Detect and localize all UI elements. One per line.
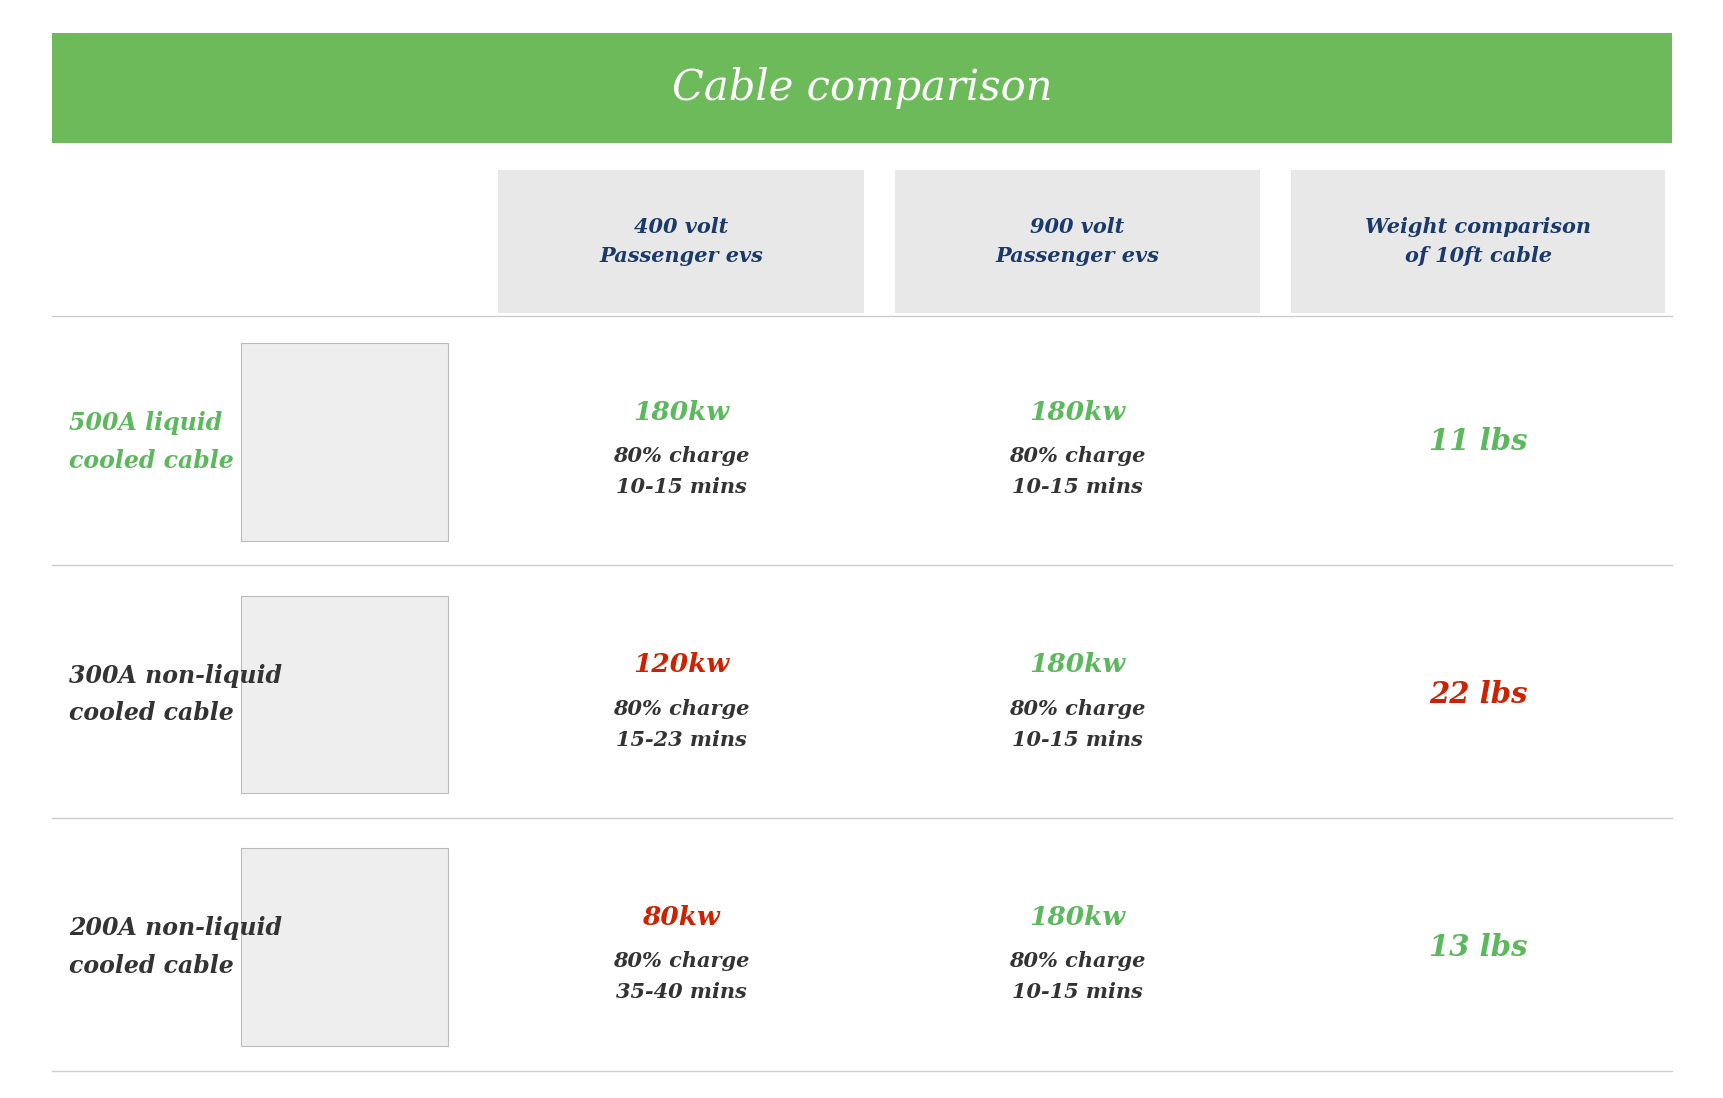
Text: 120kw: 120kw: [632, 652, 729, 677]
Text: 80% charge
10-15 mins: 80% charge 10-15 mins: [612, 446, 750, 497]
FancyBboxPatch shape: [241, 595, 448, 793]
Text: 13 lbs: 13 lbs: [1428, 932, 1527, 962]
Text: 180kw: 180kw: [1029, 905, 1125, 930]
FancyBboxPatch shape: [241, 848, 448, 1045]
Text: 400 volt
Passenger evs: 400 volt Passenger evs: [598, 216, 763, 267]
FancyBboxPatch shape: [1291, 170, 1664, 313]
FancyBboxPatch shape: [894, 170, 1260, 313]
Text: 80% charge
10-15 mins: 80% charge 10-15 mins: [1008, 698, 1146, 750]
Text: 11 lbs: 11 lbs: [1428, 427, 1527, 457]
Text: Weight comparison
of 10ft cable: Weight comparison of 10ft cable: [1365, 216, 1590, 267]
Text: 80% charge
15-23 mins: 80% charge 15-23 mins: [612, 698, 750, 750]
Text: 300A non-liquid
cooled cable: 300A non-liquid cooled cable: [69, 664, 283, 725]
Text: 900 volt
Passenger evs: 900 volt Passenger evs: [994, 216, 1160, 267]
Text: 80kw: 80kw: [641, 905, 720, 930]
Text: 500A liquid
cooled cable: 500A liquid cooled cable: [69, 412, 234, 472]
Text: Cable comparison: Cable comparison: [672, 67, 1051, 109]
Text: 180kw: 180kw: [1029, 652, 1125, 677]
Text: 200A non-liquid
cooled cable: 200A non-liquid cooled cable: [69, 917, 283, 977]
Text: 22 lbs: 22 lbs: [1428, 680, 1527, 709]
FancyBboxPatch shape: [498, 170, 863, 313]
Text: 80% charge
10-15 mins: 80% charge 10-15 mins: [1008, 446, 1146, 497]
FancyBboxPatch shape: [52, 33, 1671, 143]
Text: 80% charge
35-40 mins: 80% charge 35-40 mins: [612, 951, 750, 1002]
Text: 180kw: 180kw: [1029, 400, 1125, 425]
Text: 80% charge
10-15 mins: 80% charge 10-15 mins: [1008, 951, 1146, 1002]
FancyBboxPatch shape: [241, 343, 448, 541]
Text: 180kw: 180kw: [632, 400, 729, 425]
